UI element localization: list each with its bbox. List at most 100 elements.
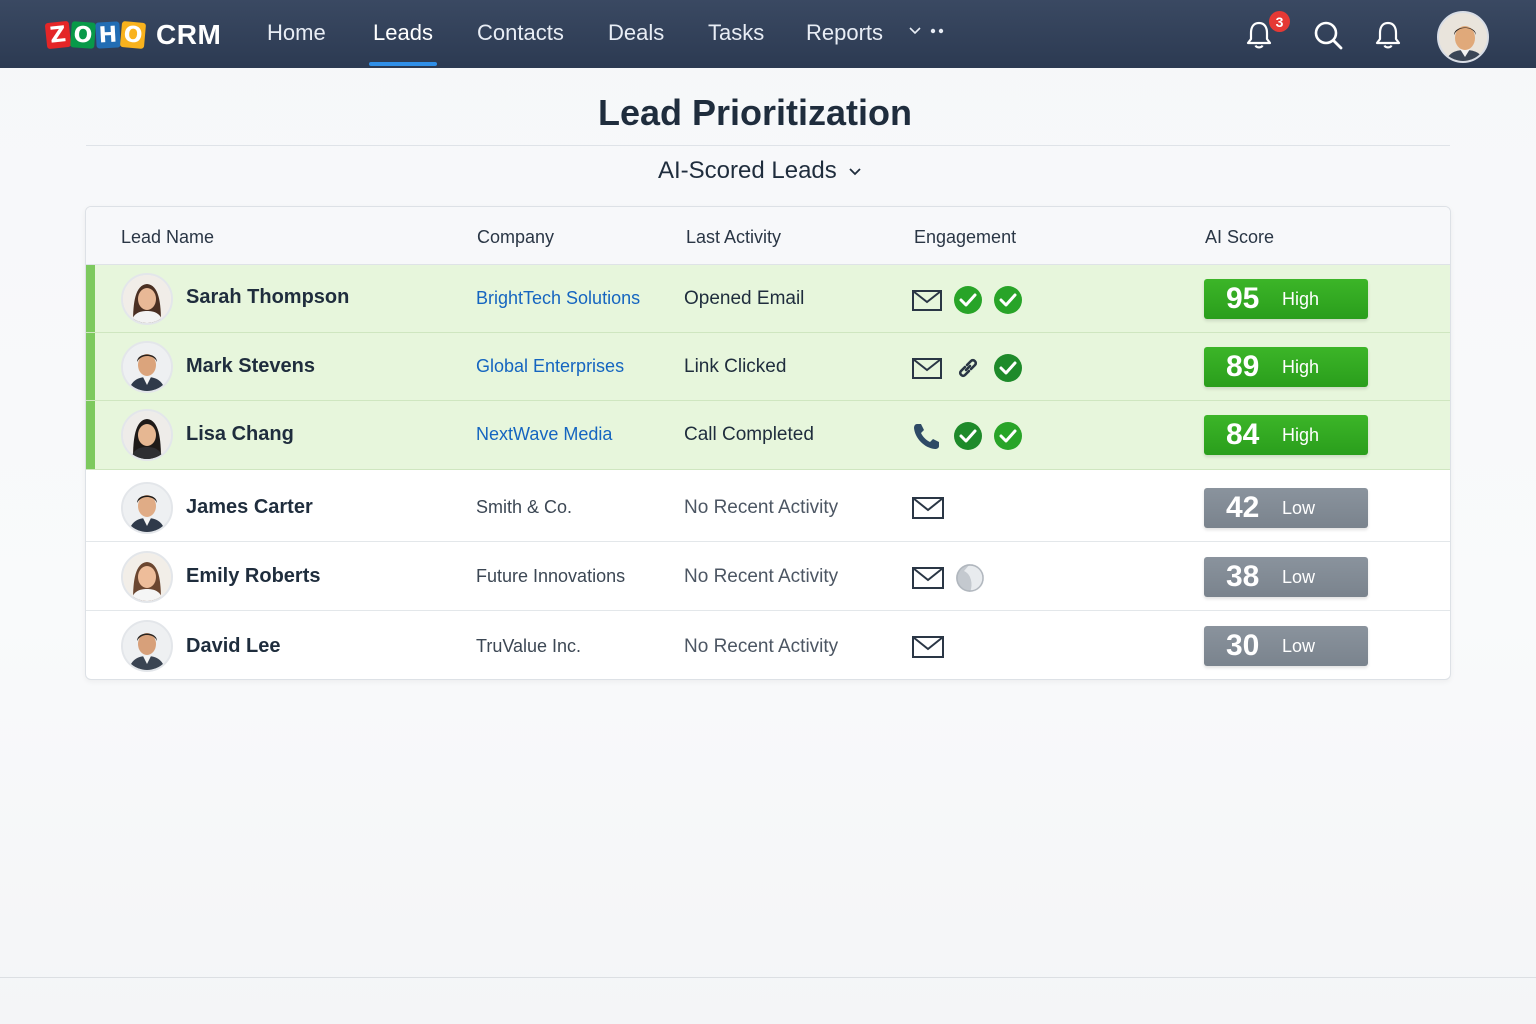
- mail-icon: [912, 567, 944, 589]
- notification-count-badge: 3: [1269, 11, 1290, 32]
- chevron-down-icon: [909, 27, 921, 35]
- engagement-icons: [911, 494, 945, 522]
- lead-avatar: [121, 551, 173, 603]
- company-name[interactable]: Future Innovations: [476, 566, 626, 586]
- company-link[interactable]: BrightTech Solutions: [476, 288, 641, 308]
- company-name[interactable]: TruValue Inc.: [476, 636, 582, 656]
- ai-score-badge[interactable]: 89 High: [1204, 347, 1368, 387]
- lead-avatar: [121, 273, 173, 325]
- table-row[interactable]: Lisa Chang NextWave Media Call Completed…: [86, 401, 1450, 470]
- logo-letter-o: O: [70, 21, 96, 49]
- engagement-icons: [911, 563, 985, 593]
- priority-accent-bar: [86, 265, 95, 332]
- last-activity: No Recent Activity: [684, 497, 839, 518]
- nav-item-reports[interactable]: Reports: [806, 20, 884, 45]
- engagement-icons: [911, 353, 1023, 383]
- engagement-icons: [911, 420, 1023, 452]
- ai-score-value: 38: [1226, 560, 1260, 593]
- lead-avatar: [121, 620, 173, 672]
- table-row[interactable]: David Lee TruValue Inc. No Recent Activi…: [86, 611, 1450, 679]
- nav-item-tasks[interactable]: Tasks: [708, 20, 765, 45]
- last-activity: Link Clicked: [684, 356, 787, 377]
- table-row[interactable]: Emily Roberts Future Innovations No Rece…: [86, 542, 1450, 611]
- phone-icon: [914, 424, 939, 449]
- lead-name[interactable]: Sarah Thompson: [186, 286, 350, 308]
- table-row[interactable]: Sarah Thompson BrightTech Solutions Open…: [86, 265, 1450, 333]
- engagement-icons: [911, 633, 945, 661]
- ai-score-value: 95: [1226, 282, 1260, 315]
- ai-score-badge[interactable]: 84 High: [1204, 415, 1368, 455]
- ai-score-value: 30: [1226, 629, 1260, 662]
- ai-score-level: High: [1282, 356, 1320, 377]
- company-name[interactable]: Smith & Co.: [476, 497, 573, 517]
- male-avatar-icon: [123, 343, 171, 391]
- logo-letter-h: H: [95, 21, 121, 49]
- view-selector-label: AI-Scored Leads: [658, 157, 837, 184]
- company-link[interactable]: NextWave Media: [476, 424, 613, 444]
- male-avatar-icon: [123, 622, 171, 670]
- lead-name[interactable]: David Lee: [186, 635, 281, 657]
- nav-item-deals[interactable]: Deals: [608, 20, 665, 45]
- notifications-bell-icon[interactable]: [1242, 18, 1276, 52]
- nav-item-contacts[interactable]: Contacts: [477, 20, 564, 45]
- ai-score-badge[interactable]: 95 High: [1204, 279, 1368, 319]
- last-activity: Call Completed: [684, 424, 814, 445]
- table-row[interactable]: Mark Stevens Global Enterprises Link Cli…: [86, 333, 1450, 401]
- active-tab-indicator: [369, 62, 437, 66]
- logo-letter-z: Z: [44, 20, 72, 50]
- lead-avatar: [121, 341, 173, 393]
- column-header-ai-score[interactable]: AI Score: [1205, 227, 1275, 247]
- logo-letter-o2: O: [119, 21, 147, 49]
- lead-name[interactable]: Emily Roberts: [186, 565, 321, 587]
- ai-score-level: Low: [1282, 566, 1316, 587]
- ai-score-value: 84: [1226, 418, 1260, 451]
- zoho-crm-logo[interactable]: Z O H O CRM: [44, 18, 222, 52]
- leads-table: Lead Name Company Last Activity Engageme…: [85, 206, 1451, 680]
- ai-score-badge[interactable]: 30 Low: [1204, 626, 1368, 666]
- table-header-row: Lead Name Company Last Activity Engageme…: [86, 207, 1450, 265]
- last-activity: No Recent Activity: [684, 566, 839, 587]
- female-avatar-icon: [123, 275, 171, 323]
- check-icon: [994, 286, 1022, 314]
- chevron-down-icon: [849, 168, 861, 176]
- mail-icon: [912, 290, 942, 311]
- more-menu-button[interactable]: [908, 24, 946, 38]
- lead-name[interactable]: Mark Stevens: [186, 355, 315, 377]
- column-header-last-activity[interactable]: Last Activity: [686, 227, 782, 247]
- nav-item-leads[interactable]: Leads: [373, 20, 433, 45]
- alerts-bell-icon[interactable]: [1371, 18, 1405, 52]
- search-icon[interactable]: [1311, 18, 1345, 52]
- mail-icon: [912, 358, 942, 379]
- lead-name[interactable]: James Carter: [186, 496, 313, 518]
- column-header-engagement[interactable]: Engagement: [914, 227, 1017, 247]
- link-icon: [958, 358, 978, 378]
- ai-score-badge[interactable]: 38 Low: [1204, 557, 1368, 597]
- check-icon: [994, 354, 1022, 382]
- top-navbar: Z O H O CRM Home Leads Contacts Deals Ta…: [0, 0, 1536, 68]
- engagement-icons: [911, 285, 1023, 315]
- ai-score-badge[interactable]: 42 Low: [1204, 488, 1368, 528]
- column-header-lead-name[interactable]: Lead Name: [121, 227, 215, 247]
- ai-score-level: Low: [1282, 497, 1316, 518]
- male-avatar-icon: [123, 484, 171, 532]
- lead-name[interactable]: Lisa Chang: [186, 423, 294, 445]
- logo-product-name: CRM: [156, 19, 222, 50]
- nav-item-home[interactable]: Home: [267, 20, 326, 45]
- ai-score-value: 89: [1226, 350, 1260, 383]
- view-selector-dropdown[interactable]: AI-Scored Leads: [658, 157, 863, 185]
- user-profile-avatar[interactable]: [1437, 11, 1489, 63]
- company-link[interactable]: Global Enterprises: [476, 356, 625, 376]
- title-divider: [86, 145, 1450, 146]
- lead-avatar: [121, 482, 173, 534]
- ai-score-level: Low: [1282, 635, 1316, 656]
- check-icon: [954, 422, 982, 450]
- priority-accent-bar: [86, 333, 95, 400]
- last-activity: Opened Email: [684, 288, 805, 309]
- table-row[interactable]: James Carter Smith & Co. No Recent Activ…: [86, 470, 1450, 542]
- ai-score-value: 42: [1226, 491, 1260, 524]
- ai-score-level: High: [1282, 288, 1320, 309]
- lead-avatar: [121, 409, 173, 461]
- check-icon: [994, 422, 1022, 450]
- partial-icon: [956, 564, 984, 592]
- column-header-company[interactable]: Company: [477, 227, 555, 247]
